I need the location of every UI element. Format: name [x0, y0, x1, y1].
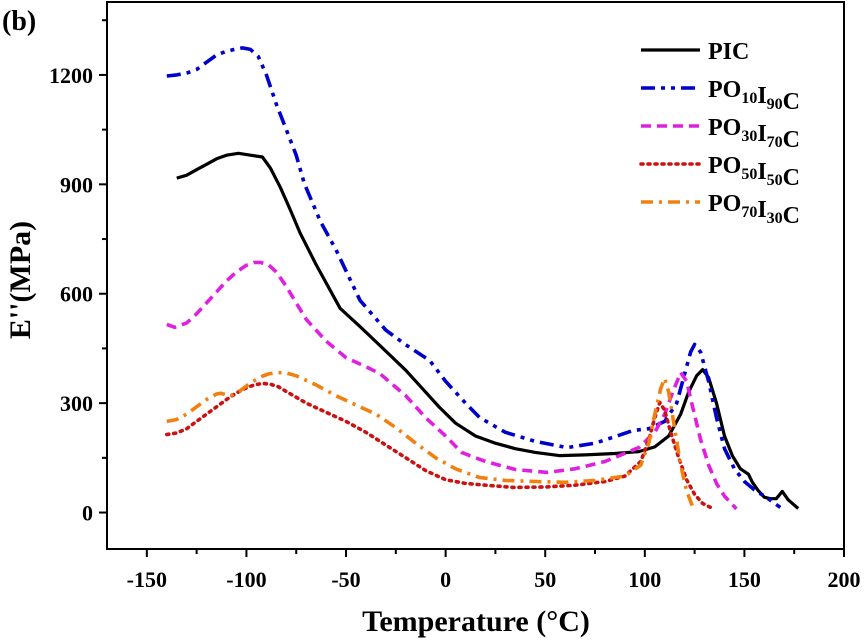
x-tick-label: 200 [828, 567, 861, 592]
y-tick-label: 600 [60, 282, 93, 307]
x-tick-label: -150 [127, 567, 167, 592]
x-tick-label: 150 [728, 567, 761, 592]
x-tick-label: 0 [440, 567, 451, 592]
legend-label: PIC [708, 39, 749, 65]
x-axis: -150 -100 -50 0 50 100 150 200 [127, 549, 861, 592]
y-tick-label: 300 [60, 391, 93, 416]
y-tick-label: 0 [82, 501, 93, 526]
x-axis-title: Temperature (°C) [362, 605, 590, 638]
series-line-pic [176, 151, 800, 510]
series-line-po30i70c [166, 260, 738, 511]
panel-label: (b) [2, 6, 36, 37]
series-line-po70i30c [166, 370, 695, 508]
y-axis: 0 300 600 900 1200 [49, 19, 107, 526]
series-layer [165, 46, 800, 511]
x-tick-label: 100 [628, 567, 661, 592]
y-axis-title: E''(MPa) [4, 221, 37, 339]
legend-label: PO30I70C [708, 115, 800, 153]
x-tick-label: -100 [226, 567, 266, 592]
y-tick-label: 900 [60, 172, 93, 197]
x-tick-label: 50 [534, 567, 556, 592]
legend-label: PO10I90C [708, 77, 800, 115]
plot-frame [106, 1, 845, 550]
legend-label: PO50I50C [708, 153, 800, 191]
x-tick-label: -50 [331, 567, 360, 592]
y-tick-label: 1200 [49, 63, 93, 88]
legend-label: PO70I30C [708, 191, 800, 229]
